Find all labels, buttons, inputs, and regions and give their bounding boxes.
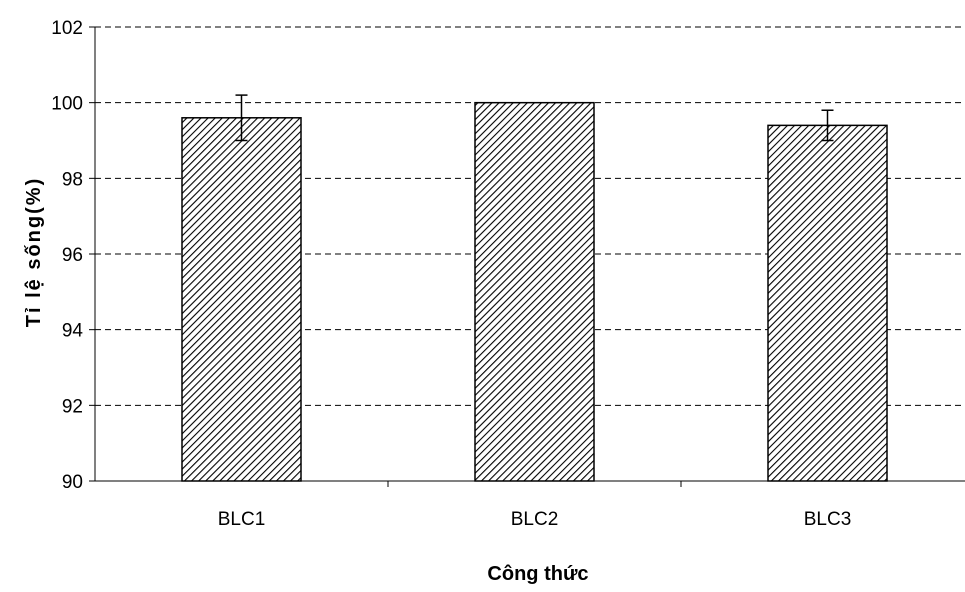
x-tick-label: BLC1 <box>218 509 266 530</box>
y-tick-label: 102 <box>51 18 83 39</box>
bar-blc2 <box>474 101 595 482</box>
y-tick-label: 94 <box>62 321 84 342</box>
y-tick-label: 90 <box>62 472 83 493</box>
x-tick-label: BLC2 <box>511 509 559 530</box>
x-tick-label: BLC3 <box>804 509 852 530</box>
bar-blc3 <box>767 124 888 482</box>
error-bars <box>235 94 834 142</box>
y-tick-label: 96 <box>62 245 83 266</box>
x-axis-title: Công thức <box>487 563 588 585</box>
y-tick-label: 92 <box>62 396 83 417</box>
y-tick-label: 98 <box>62 169 83 190</box>
bar-blc1 <box>181 117 302 482</box>
y-tick-label: 100 <box>51 94 83 115</box>
axes <box>89 26 965 487</box>
tick-labels: 90 92 94 96 98 100 102 BLC1 BLC2 BLC3 <box>51 18 851 530</box>
y-axis-title: Tỉ lệ sống(%) <box>23 177 45 327</box>
bars <box>181 101 888 482</box>
